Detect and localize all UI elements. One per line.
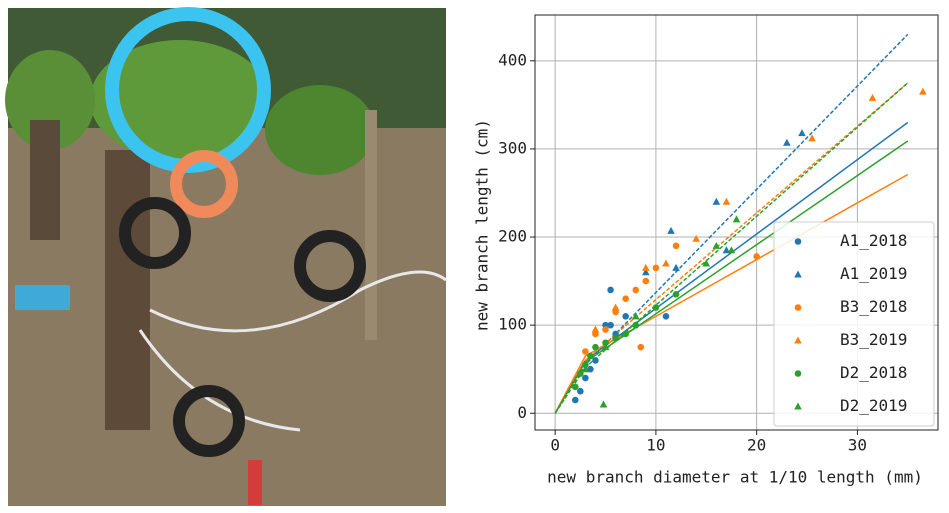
point: [582, 375, 589, 382]
point: [572, 397, 579, 404]
y-tick-label: 300: [498, 138, 527, 157]
point: [607, 287, 614, 294]
point: [662, 259, 670, 266]
x-tick-label: 30: [848, 436, 867, 455]
legend-marker: [795, 238, 802, 245]
point: [783, 139, 791, 146]
point: [632, 287, 639, 294]
point: [642, 264, 650, 271]
x-axis-label: new branch diameter at 1/10 length (mm): [547, 468, 923, 487]
point: [592, 326, 600, 333]
point: [653, 304, 660, 311]
x-tick-label: 20: [747, 436, 766, 455]
point: [582, 348, 589, 355]
point: [653, 265, 660, 272]
point: [692, 235, 700, 242]
stool: [15, 285, 70, 310]
legend-label: A1_2018: [840, 231, 907, 250]
legend-label: B3_2018: [840, 297, 907, 316]
post: [365, 110, 377, 340]
point: [612, 335, 619, 342]
point: [572, 384, 579, 391]
point: [713, 198, 721, 205]
point: [587, 353, 594, 360]
point: [637, 344, 644, 351]
legend-label: A1_2019: [840, 264, 907, 283]
legend-marker: [795, 304, 802, 311]
point: [600, 400, 608, 407]
y-tick-label: 100: [498, 315, 527, 334]
tree-trunk: [30, 120, 60, 240]
point: [798, 129, 806, 136]
legend-label: B3_2019: [840, 330, 907, 349]
point: [667, 227, 675, 234]
y-tick-label: 200: [498, 227, 527, 246]
point: [808, 134, 816, 141]
point: [663, 313, 670, 320]
tree-trunk: [105, 150, 150, 430]
point: [592, 357, 599, 364]
point: [577, 388, 584, 395]
point: [673, 243, 680, 250]
vine-leaves: [265, 85, 375, 175]
spray-can: [248, 460, 262, 505]
point: [622, 313, 629, 320]
legend-marker: [795, 370, 802, 377]
point: [869, 94, 877, 101]
point: [643, 278, 650, 285]
y-axis-label: new branch length (cm): [473, 119, 492, 331]
point: [723, 198, 731, 205]
photo: [5, 8, 446, 506]
point: [622, 295, 629, 302]
y-tick-label: 400: [498, 50, 527, 69]
point: [672, 264, 680, 271]
point: [733, 215, 741, 222]
legend-label: D2_2018: [840, 363, 907, 382]
point: [602, 326, 609, 333]
point: [919, 88, 927, 95]
point: [673, 291, 680, 298]
point: [592, 344, 599, 351]
point: [753, 253, 760, 260]
figure: new branch diameter at 1/10 length (mm) …: [0, 0, 949, 509]
point: [612, 304, 620, 311]
point: [622, 331, 629, 338]
point: [632, 312, 640, 319]
point: [607, 322, 614, 329]
page: {"chart_data": { "type": "scatter", "xla…: [0, 0, 949, 509]
chart: new branch diameter at 1/10 length (mm) …: [473, 15, 939, 487]
x-tick-label: 10: [646, 436, 665, 455]
x-tick-label: 0: [550, 436, 560, 455]
y-tick-label: 0: [517, 403, 527, 422]
point: [632, 322, 639, 329]
legend-label: D2_2019: [840, 396, 907, 415]
